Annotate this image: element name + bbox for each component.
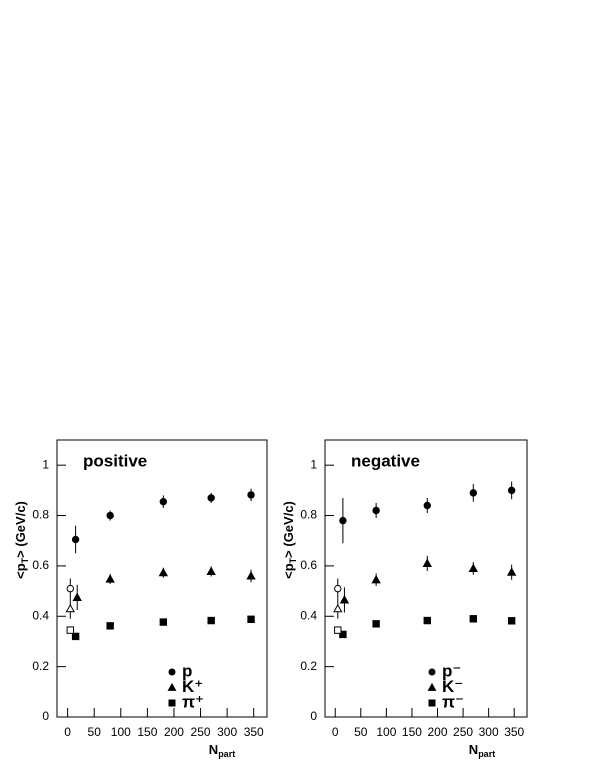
- y-tick-label: 0.4: [32, 608, 49, 622]
- chart-title: negative: [351, 451, 420, 470]
- data-point: [206, 566, 216, 576]
- data-point: [333, 603, 343, 613]
- data-point: [469, 489, 478, 497]
- data-point: [159, 497, 168, 506]
- data-point: [207, 616, 215, 625]
- data-point: [71, 632, 80, 641]
- data-point: [158, 567, 169, 577]
- data-point: [247, 491, 255, 499]
- data-point: [339, 595, 350, 604]
- legend-label: π⁻: [442, 692, 464, 711]
- data-point: [106, 622, 114, 630]
- y-tick-label: 0.8: [32, 508, 49, 522]
- y-axis-label-main: <p: [13, 563, 28, 579]
- y-tick-label: 0.2: [300, 659, 317, 673]
- y-axis-label-rest: > (GeV/c): [13, 501, 28, 558]
- x-tick-label: 50: [354, 725, 368, 739]
- data-point: [506, 567, 517, 576]
- y-tick-label: 0.8: [300, 508, 317, 522]
- data-point: [66, 584, 74, 593]
- data-point: [339, 630, 347, 639]
- data-point: [422, 558, 432, 567]
- data-point: [72, 592, 82, 601]
- y-tick-label: 0.2: [32, 659, 49, 673]
- data-point: [372, 506, 380, 515]
- x-axis-label: Npart: [469, 742, 495, 759]
- y-tick-label: 0.4: [300, 608, 317, 622]
- x-tick-label: 350: [504, 725, 524, 739]
- plot-frame: [56, 439, 268, 718]
- x-tick-label: 300: [217, 725, 237, 739]
- x-tick-label: 0: [64, 725, 71, 739]
- x-axis-label: Npart: [209, 742, 235, 759]
- y-axis-label: <pT> (GeV/c): [13, 501, 30, 579]
- legend-label: p: [182, 661, 192, 680]
- x-tick-label: 350: [244, 725, 264, 739]
- x-tick-label: 250: [453, 725, 473, 739]
- x-axis-label-sub: part: [218, 749, 235, 759]
- x-tick-label: 50: [88, 725, 102, 739]
- data-point: [71, 535, 80, 544]
- legend-marker: [167, 682, 177, 691]
- data-point: [372, 620, 380, 628]
- data-point: [371, 574, 381, 584]
- data-point: [106, 511, 114, 520]
- data-point: [65, 603, 75, 613]
- data-point: [207, 494, 215, 502]
- x-tick-label: 200: [427, 725, 447, 739]
- y-axis-label-rest: > (GeV/c): [281, 501, 296, 558]
- y-axis-label-main: <p: [281, 563, 296, 579]
- y-tick-label: 0.6: [300, 558, 317, 572]
- y-tick-label: 1: [310, 457, 317, 471]
- plot-frame: [324, 439, 528, 718]
- x-axis-label-sub: part: [478, 749, 495, 759]
- chart-title: positive: [83, 451, 147, 470]
- data-point: [507, 617, 516, 625]
- data-point: [423, 616, 431, 625]
- x-tick-label: 300: [479, 725, 499, 739]
- data-point: [469, 615, 478, 623]
- panel: 0 0.2 0.4 0.6 0.8 1 0 50 100 150 200 250 300 350 posit…: [13, 439, 268, 759]
- legend-label: K⁺: [182, 677, 203, 696]
- x-tick-label: 150: [402, 725, 422, 739]
- legend-marker: [427, 682, 437, 691]
- data-point: [423, 501, 431, 510]
- legend-marker: [168, 699, 176, 707]
- x-axis-label-main: N: [469, 742, 478, 757]
- x-tick-label: 250: [191, 725, 211, 739]
- data-point: [246, 571, 256, 580]
- legend-label: p⁻: [442, 661, 461, 680]
- data-point: [339, 516, 347, 525]
- y-tick-label: 0.6: [32, 558, 49, 572]
- y-axis-label-sub: T: [288, 557, 298, 563]
- data-point: [247, 615, 255, 623]
- data-point: [105, 574, 115, 583]
- data-point: [468, 563, 478, 572]
- data-point: [159, 618, 168, 626]
- x-axis-label-main: N: [209, 742, 218, 757]
- x-tick-label: 0: [332, 725, 339, 739]
- y-axis-label: <pT> (GeV/c): [281, 501, 298, 579]
- data-point: [334, 584, 342, 593]
- data-point: [507, 486, 516, 495]
- x-tick-label: 200: [164, 725, 184, 739]
- y-tick-label: 0: [42, 709, 49, 723]
- data-point: [334, 626, 342, 634]
- y-axis-label-sub: T: [20, 557, 30, 563]
- x-tick-label: 100: [111, 725, 131, 739]
- legend-marker: [168, 668, 176, 676]
- y-tick-label: 0: [310, 709, 317, 723]
- x-tick-label: 150: [137, 725, 157, 739]
- legend-label: K⁻: [442, 677, 463, 696]
- legend-marker: [428, 668, 436, 676]
- panel: 0 0.2 0.4 0.6 0.8 1 0 50 100 150 200 250 300 350 negat…: [281, 439, 528, 759]
- y-tick-label: 1: [42, 457, 49, 471]
- x-tick-label: 100: [376, 725, 396, 739]
- legend-marker: [428, 699, 436, 707]
- legend-label: π⁺: [182, 692, 204, 711]
- data-point: [66, 626, 74, 634]
